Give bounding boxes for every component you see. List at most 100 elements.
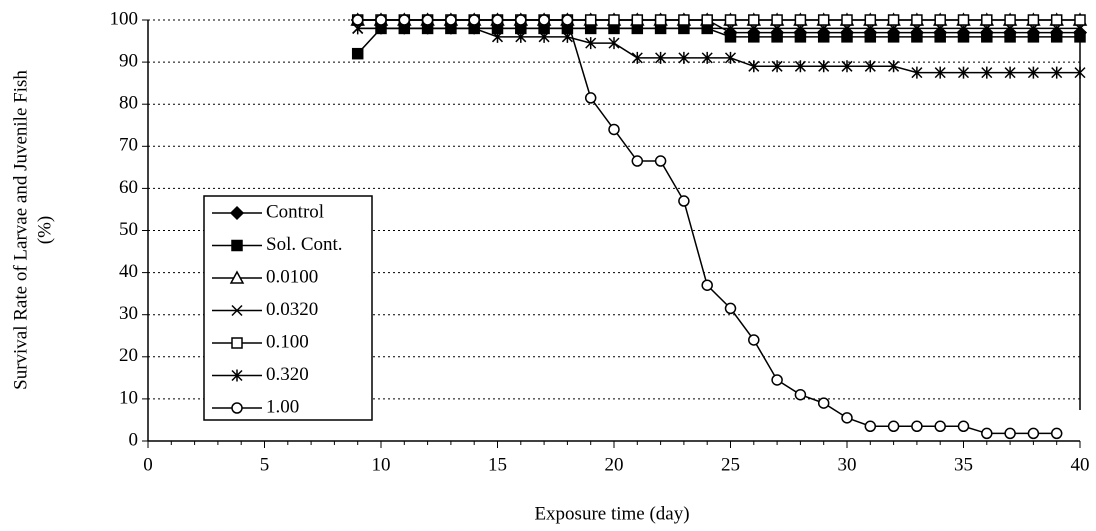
marker-shape bbox=[515, 30, 527, 43]
marker bbox=[491, 30, 504, 43]
legend-label: 0.100 bbox=[266, 331, 309, 352]
marker bbox=[794, 388, 807, 401]
marker-shape bbox=[631, 14, 644, 26]
marker-shape bbox=[654, 155, 667, 167]
marker bbox=[631, 14, 644, 26]
marker-shape bbox=[981, 14, 993, 26]
marker bbox=[817, 14, 830, 26]
marker-shape bbox=[1027, 427, 1040, 440]
marker bbox=[584, 92, 597, 104]
marker-shape bbox=[841, 31, 853, 43]
x-tick-label: 30 bbox=[838, 454, 857, 475]
marker-shape bbox=[584, 14, 597, 26]
marker bbox=[351, 47, 364, 60]
marker-shape bbox=[421, 14, 434, 26]
marker bbox=[678, 195, 690, 207]
marker-shape bbox=[934, 14, 946, 26]
marker bbox=[421, 14, 434, 26]
marker-shape bbox=[957, 31, 970, 43]
series-line bbox=[357, 27, 1080, 74]
y-tick-label: 0 bbox=[129, 429, 139, 450]
marker-shape bbox=[231, 369, 243, 382]
marker bbox=[1050, 14, 1063, 26]
marker-shape bbox=[911, 420, 923, 433]
marker bbox=[608, 14, 620, 26]
marker-shape bbox=[724, 31, 737, 43]
marker-shape bbox=[1027, 31, 1040, 43]
x-tick-label: 10 bbox=[372, 454, 391, 475]
marker bbox=[585, 37, 597, 50]
marker-shape bbox=[934, 66, 946, 79]
marker-shape bbox=[1074, 31, 1086, 43]
marker bbox=[888, 60, 900, 73]
y-tick-label: 80 bbox=[119, 93, 138, 114]
marker bbox=[631, 51, 643, 64]
marker bbox=[701, 51, 713, 64]
marker bbox=[678, 14, 690, 26]
marker-shape bbox=[561, 14, 574, 26]
marker-shape bbox=[678, 195, 690, 207]
marker-shape bbox=[771, 14, 783, 26]
marker-shape bbox=[1027, 14, 1040, 26]
marker bbox=[1027, 66, 1039, 79]
marker bbox=[841, 31, 853, 43]
marker-shape bbox=[701, 51, 713, 64]
marker-shape bbox=[887, 14, 900, 26]
marker bbox=[981, 31, 993, 43]
marker-shape bbox=[1027, 66, 1039, 79]
marker-shape bbox=[655, 51, 667, 64]
y-tick-label: 100 bbox=[110, 8, 139, 29]
y-tick-label: 30 bbox=[119, 303, 138, 324]
marker bbox=[231, 337, 243, 349]
marker-shape bbox=[818, 60, 830, 73]
marker bbox=[748, 31, 760, 43]
marker bbox=[794, 31, 807, 43]
marker-shape bbox=[701, 14, 713, 26]
x-tick-label: 15 bbox=[488, 454, 507, 475]
marker-shape bbox=[794, 14, 807, 26]
marker bbox=[817, 31, 830, 43]
marker-shape bbox=[911, 14, 923, 26]
x-tick-label: 5 bbox=[260, 454, 270, 475]
x-tick-label: 20 bbox=[605, 454, 624, 475]
marker-shape bbox=[231, 337, 243, 349]
legend-label: 0.0100 bbox=[266, 266, 318, 287]
marker bbox=[608, 123, 620, 136]
marker bbox=[701, 279, 713, 291]
marker-shape bbox=[231, 304, 243, 317]
marker-shape bbox=[841, 14, 853, 26]
marker bbox=[1050, 427, 1063, 440]
marker-shape bbox=[771, 60, 783, 73]
marker-shape bbox=[724, 14, 737, 26]
marker bbox=[1004, 66, 1016, 79]
marker-shape bbox=[1004, 427, 1016, 440]
y-tick-label: 10 bbox=[119, 387, 138, 408]
marker bbox=[841, 412, 853, 424]
marker bbox=[934, 14, 946, 26]
marker-shape bbox=[1004, 66, 1016, 79]
marker-shape bbox=[841, 412, 853, 424]
x-tick-label: 35 bbox=[954, 454, 973, 475]
marker bbox=[398, 14, 411, 26]
marker bbox=[375, 14, 387, 26]
marker bbox=[841, 14, 853, 26]
marker-shape bbox=[887, 420, 900, 433]
marker-shape bbox=[1050, 427, 1063, 440]
marker bbox=[351, 14, 364, 26]
marker-shape bbox=[1004, 14, 1016, 26]
marker-shape bbox=[1050, 31, 1063, 43]
legend-box bbox=[203, 195, 373, 421]
marker-shape bbox=[957, 66, 970, 79]
marker-shape bbox=[748, 60, 760, 73]
marker-shape bbox=[678, 51, 690, 64]
marker bbox=[538, 14, 550, 26]
marker bbox=[1004, 427, 1016, 440]
marker bbox=[515, 14, 527, 26]
marker-shape bbox=[934, 31, 946, 43]
marker bbox=[864, 14, 877, 26]
x-tick-label: 0 bbox=[143, 454, 153, 475]
series-line bbox=[357, 19, 1057, 435]
marker-shape bbox=[934, 420, 946, 433]
marker-shape bbox=[794, 388, 807, 401]
marker bbox=[748, 60, 760, 73]
